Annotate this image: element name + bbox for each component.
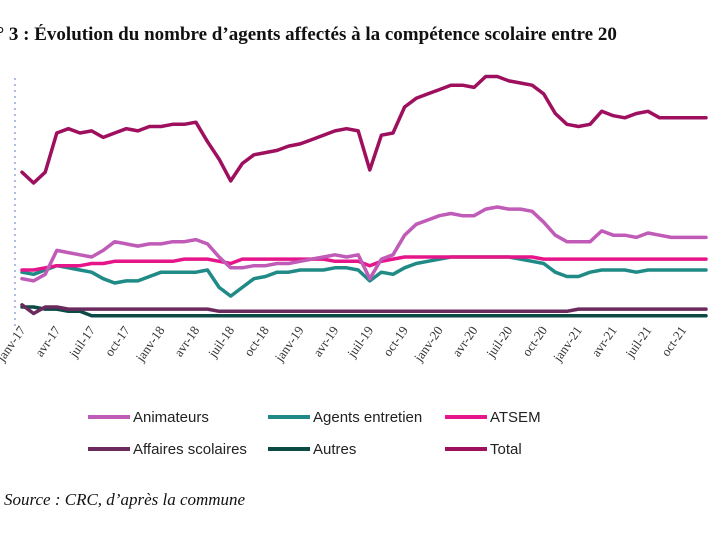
legend-label: Total [490,441,522,458]
legend-label: ATSEM [490,409,541,426]
chart-title: n° 3 : Évolution du nombre d’agents affe… [0,24,712,50]
x-tick-label: janv-17 [0,323,29,365]
x-tick-label: juil-18 [204,323,237,361]
x-tick-label: juil-21 [622,323,655,361]
x-tick-label: avr-18 [171,323,203,359]
series-line-total [20,74,708,185]
x-tick-label: oct-17 [101,323,133,359]
legend-label: Agents entretien [313,409,422,426]
x-tick-label: janv-21 [549,323,585,365]
x-tick-label: janv-18 [132,323,168,365]
x-tick-label: juil-17 [65,323,98,361]
x-tick-label: janv-20 [410,323,446,365]
x-tick-label: avr-17 [32,323,64,360]
x-tick-label: oct-21 [658,323,689,359]
x-tick-label: oct-18 [241,323,272,359]
x-tick-label: oct-19 [380,323,411,359]
x-tick-label: avr-19 [310,323,342,359]
chart-title-text: n° 3 : Évolution du nombre d’agents affe… [0,24,617,45]
x-tick-label: juil-20 [483,323,516,361]
series-line-agents-entretien [20,255,708,298]
x-tick-label: avr-20 [449,323,481,359]
series-line-autres [20,305,708,318]
x-tick-label: juil-19 [344,323,377,361]
x-tick-labels: janv-17 avr-17 juil-17 oct-17 janv-18 avr-18 j… [0,323,689,365]
legend-label: Autres [313,441,356,458]
x-tick-label: oct-20 [519,323,550,359]
x-tick-label: janv-19 [271,323,307,365]
legend-label: Animateurs [133,409,209,426]
source-note: Source : CRC, d’après la commune [4,490,246,509]
series-line-animateurs [20,205,708,283]
legend: Animateurs Agents entretien ATSEM Affaires … [88,409,541,458]
x-tick-label: avr-21 [588,323,620,359]
legend-label: Affaires scolaires [133,441,247,458]
lines-group [20,74,708,318]
series-line-affaires-scolaires [20,303,708,316]
